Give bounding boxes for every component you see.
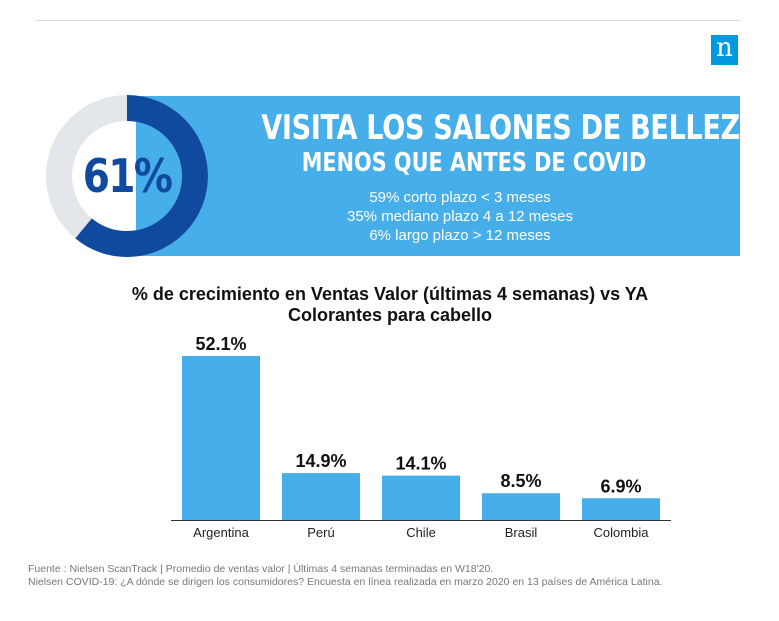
footnote-survey: Nielsen COVID-19: ¿A dónde se dirigen lo… — [28, 576, 663, 588]
category-label: Colombia — [594, 525, 650, 540]
bar-value-label: 14.9% — [295, 451, 346, 471]
banner-detail-lines: 59% corto plazo < 3 meses 35% mediano pl… — [300, 188, 620, 245]
banner-headline-line2: MENOS QUE ANTES DE COVID — [301, 148, 647, 178]
chart-title: % de crecimiento en Ventas Valor (última… — [60, 284, 720, 326]
nielsen-logo: n — [711, 33, 738, 65]
category-label: Argentina — [193, 525, 249, 540]
bar-brasil — [482, 493, 560, 520]
detail-line-medium: 35% mediano plazo 4 a 12 meses — [347, 208, 573, 225]
donut-arc — [46, 95, 208, 257]
banner-headline-line1: VISITA LOS SALONES DE BELLEZA — [261, 108, 761, 148]
detail-line-short: 59% corto plazo < 3 meses — [369, 189, 551, 206]
footnote: Fuente : Nielsen ScanTrack | Promedio de… — [28, 563, 768, 589]
bar-value-label: 6.9% — [600, 476, 641, 496]
bar-perú — [282, 473, 360, 520]
banner-background — [136, 96, 740, 256]
detail-line-long: 6% largo plazo > 12 meses — [369, 227, 551, 244]
donut-percent-label: 61% — [82, 149, 173, 203]
bar-colombia — [582, 498, 660, 520]
bar-value-label: 14.1% — [395, 454, 446, 474]
category-label: Chile — [406, 525, 436, 540]
top-divider — [36, 20, 740, 21]
bar-value-label: 52.1% — [195, 334, 246, 354]
nielsen-logo-letter: n — [716, 33, 733, 63]
percent-donut — [46, 95, 208, 257]
chart-title-line2: Colorantes para cabello — [287, 305, 493, 325]
bar-chile — [382, 475, 460, 520]
chart-title-line1: % de crecimiento en Ventas Valor (última… — [131, 284, 649, 304]
footnote-source: Fuente : Nielsen ScanTrack | Promedio de… — [28, 563, 494, 575]
category-label: Brasil — [505, 525, 538, 540]
bar-value-label: 8.5% — [500, 471, 541, 491]
category-label: Perú — [307, 525, 334, 540]
bar-argentina — [182, 356, 260, 520]
